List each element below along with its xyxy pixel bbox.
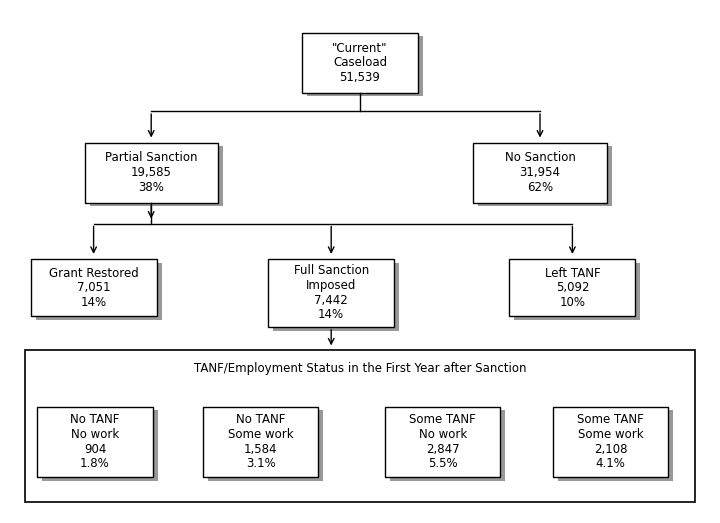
Text: 2,847: 2,847 <box>426 443 459 456</box>
Bar <box>208 410 323 481</box>
Bar <box>85 142 217 202</box>
Bar <box>553 407 668 477</box>
Text: 7,051: 7,051 <box>77 281 110 294</box>
Text: 3.1%: 3.1% <box>246 458 276 470</box>
Bar <box>269 259 395 327</box>
Text: 14%: 14% <box>318 309 344 321</box>
Text: 19,585: 19,585 <box>131 166 171 179</box>
Text: 38%: 38% <box>138 181 164 194</box>
Text: Full Sanction: Full Sanction <box>294 265 369 277</box>
Text: 31,954: 31,954 <box>520 166 560 179</box>
Text: Grant Restored: Grant Restored <box>49 267 138 279</box>
Bar <box>42 410 158 481</box>
Bar <box>31 259 157 316</box>
Text: Some TANF: Some TANF <box>577 414 644 426</box>
Bar <box>274 263 399 331</box>
Text: 1.8%: 1.8% <box>80 458 110 470</box>
Bar <box>203 407 318 477</box>
Text: Left TANF: Left TANF <box>544 267 600 279</box>
Text: No TANF: No TANF <box>236 414 285 426</box>
Text: 10%: 10% <box>559 296 585 309</box>
Text: Some TANF: Some TANF <box>410 414 476 426</box>
Text: 51,539: 51,539 <box>340 71 380 84</box>
Text: No Sanction: No Sanction <box>505 152 575 164</box>
Bar <box>307 37 423 96</box>
Bar <box>36 263 161 320</box>
Bar <box>89 146 223 206</box>
Text: 5.5%: 5.5% <box>428 458 458 470</box>
Text: Some work: Some work <box>577 428 644 441</box>
Text: 4.1%: 4.1% <box>595 458 626 470</box>
Text: No TANF: No TANF <box>71 414 120 426</box>
Text: 62%: 62% <box>527 181 553 194</box>
Bar <box>302 32 418 93</box>
Bar <box>37 407 153 477</box>
Text: Some work: Some work <box>228 428 294 441</box>
Bar <box>474 142 606 202</box>
Bar <box>558 410 673 481</box>
Text: "Current": "Current" <box>332 42 388 54</box>
Bar <box>385 407 500 477</box>
Bar <box>515 263 641 320</box>
Text: No work: No work <box>71 428 120 441</box>
Text: TANF/Employment Status in the First Year after Sanction: TANF/Employment Status in the First Year… <box>194 362 526 375</box>
Bar <box>25 350 695 502</box>
Text: Imposed: Imposed <box>306 279 356 292</box>
Text: Caseload: Caseload <box>333 56 387 69</box>
Text: 14%: 14% <box>81 296 107 309</box>
Bar <box>390 410 505 481</box>
Text: 904: 904 <box>84 443 107 456</box>
Text: 2,108: 2,108 <box>594 443 627 456</box>
Text: 5,092: 5,092 <box>556 281 589 294</box>
Bar <box>510 259 636 316</box>
Text: 1,584: 1,584 <box>244 443 277 456</box>
Text: 7,442: 7,442 <box>315 294 348 306</box>
Text: Partial Sanction: Partial Sanction <box>105 152 197 164</box>
Text: No work: No work <box>418 428 467 441</box>
Bar <box>478 146 612 206</box>
